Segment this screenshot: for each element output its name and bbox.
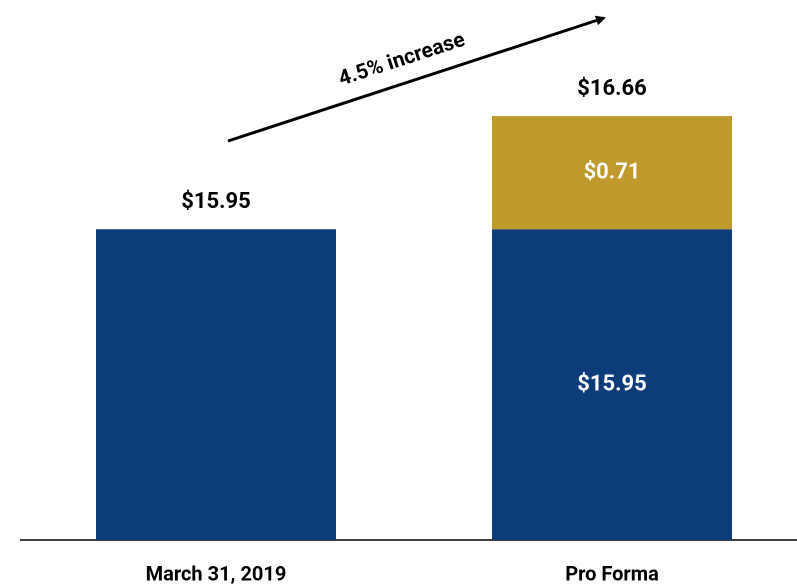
total-label: $16.66 — [577, 76, 647, 101]
bar-segment — [492, 116, 732, 230]
value-label: $15.95 — [577, 371, 647, 396]
total-label: $15.95 — [181, 189, 251, 214]
x-tick-label: Pro Forma — [565, 561, 659, 585]
x-tick-label: March 31, 2019 — [146, 561, 287, 585]
bar-segment — [96, 229, 336, 540]
annotation: 4.5% increase — [336, 28, 468, 91]
value-label: $0.71 — [584, 159, 641, 184]
increase-arrow — [227, 15, 606, 143]
bar-segment — [492, 229, 732, 540]
